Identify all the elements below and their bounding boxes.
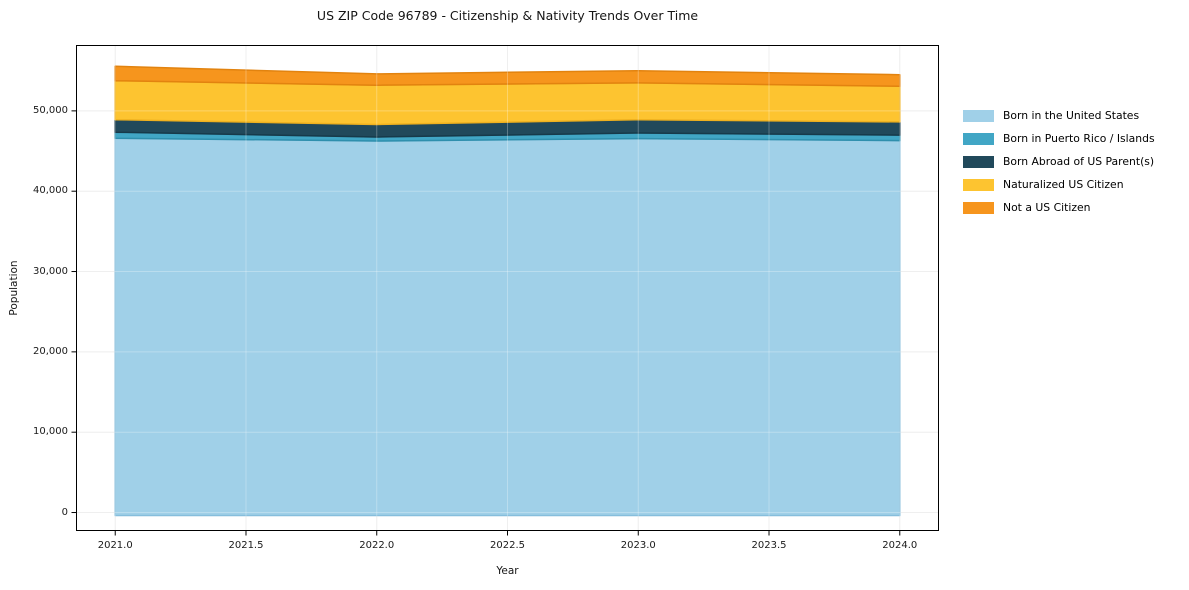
- y-tick-label: 40,000: [33, 185, 68, 197]
- y-tick-label: 20,000: [33, 345, 68, 357]
- legend-item: Born in the United States: [963, 104, 1155, 127]
- legend: Born in the United States Born in Puerto …: [963, 104, 1155, 219]
- legend-swatch: [963, 155, 994, 168]
- chart-title: US ZIP Code 96789 - Citizenship & Nativi…: [316, 8, 699, 23]
- legend-label: Born Abroad of US Parent(s): [1003, 155, 1155, 168]
- x-tick-label: 2023.5: [751, 540, 787, 551]
- legend-swatch: [963, 201, 994, 214]
- y-tick-label: 0: [61, 506, 68, 518]
- legend-label: Naturalized US Citizen: [1003, 178, 1124, 191]
- x-tick-label: 2021.5: [228, 540, 264, 551]
- x-tick-label: 2021.0: [97, 540, 133, 551]
- legend-item: Born Abroad of US Parent(s): [963, 150, 1155, 173]
- legend-item: Naturalized US Citizen: [963, 173, 1155, 196]
- area-band-not-a-us-citizen: [114, 65, 901, 87]
- y-tick-label: 10,000: [33, 426, 68, 438]
- x-tick-label: 2022.5: [490, 540, 525, 551]
- legend-label: Not a US Citizen: [1003, 201, 1091, 214]
- legend-swatch: [963, 109, 994, 122]
- legend-item: Born in Puerto Rico / Islands: [963, 127, 1155, 150]
- plot-area: [71, 45, 939, 536]
- x-tick-label: 2023.0: [620, 540, 656, 551]
- axes-spines: [76, 45, 939, 531]
- legend-label: Born in the United States: [1003, 109, 1140, 122]
- x-tick-label: 2024.0: [882, 540, 918, 551]
- legend-swatch: [963, 178, 994, 191]
- y-tick-label: 50,000: [33, 104, 68, 116]
- x-tick-label: 2022.0: [359, 540, 395, 551]
- y-tick-label: 30,000: [33, 265, 68, 277]
- legend-label: Born in Puerto Rico / Islands: [1003, 132, 1155, 145]
- stacked-area-chart: [71, 45, 939, 536]
- x-axis-title: Year: [496, 565, 519, 577]
- legend-swatch: [963, 132, 994, 145]
- legend-item: Not a US Citizen: [963, 196, 1155, 219]
